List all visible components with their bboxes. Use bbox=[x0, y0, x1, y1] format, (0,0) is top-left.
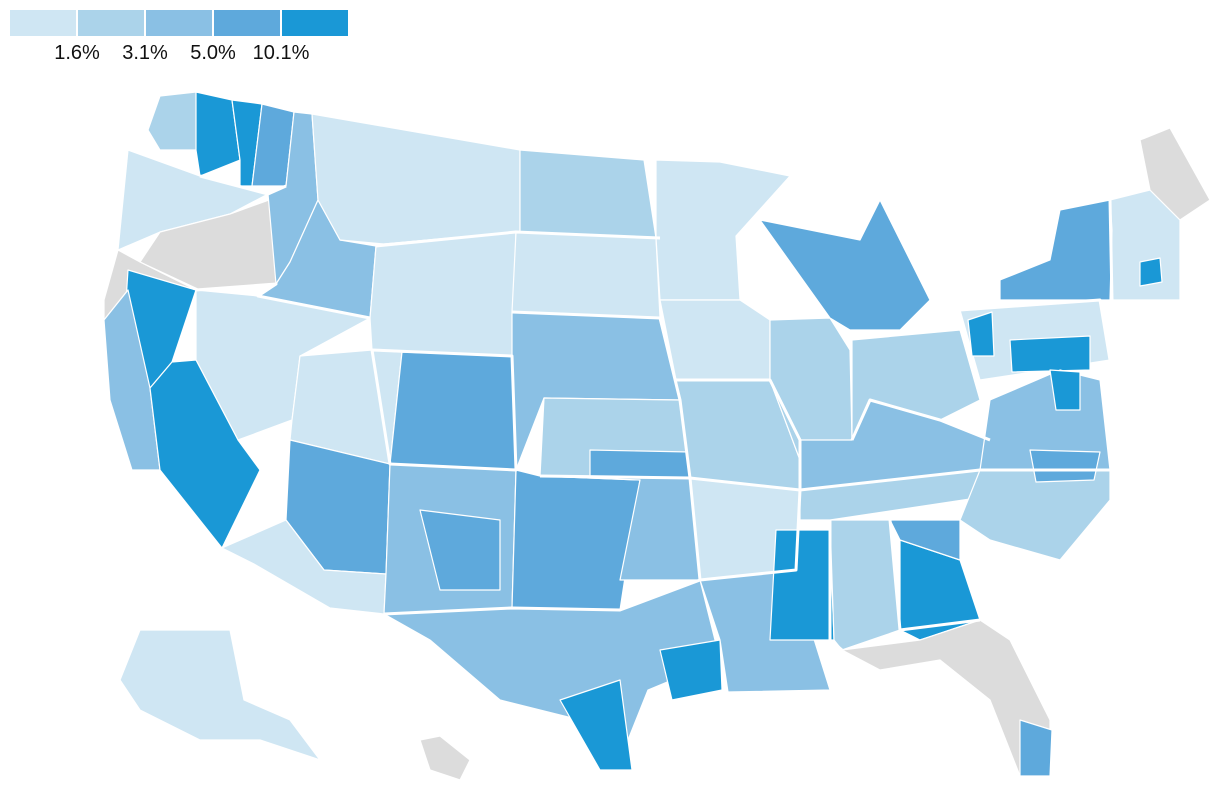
region-mississippi-delta bbox=[769, 529, 835, 641]
region-florida-miami bbox=[1019, 719, 1053, 777]
legend-label-2: 3.1% bbox=[122, 42, 168, 64]
region-florida bbox=[841, 619, 1051, 777]
legend-label-4: 10.1% bbox=[252, 42, 310, 64]
region-texas-valley bbox=[559, 679, 633, 771]
region-new-mexico-central bbox=[419, 509, 501, 591]
region-oklahoma-west bbox=[511, 469, 641, 611]
legend-swatch-1 bbox=[10, 10, 76, 36]
legend: 1.6% 3.1% 5.0% 10.1% bbox=[10, 10, 350, 70]
region-washington-olympia bbox=[195, 91, 241, 177]
region-north-carolina-west bbox=[1029, 449, 1101, 483]
region-montana bbox=[311, 113, 521, 245]
region-california-south bbox=[149, 359, 261, 549]
region-georgia-north bbox=[889, 519, 961, 561]
legend-swatch-2 bbox=[78, 10, 144, 36]
region-washington-west bbox=[147, 91, 201, 151]
legend-swatch-5 bbox=[282, 10, 348, 36]
region-pennsylvania-southeast bbox=[1009, 335, 1091, 373]
region-hawaii bbox=[419, 735, 471, 781]
region-iowa bbox=[659, 299, 771, 381]
region-maine bbox=[1139, 127, 1211, 221]
region-kansas-south bbox=[589, 449, 691, 479]
legend-label-1: 1.6% bbox=[54, 42, 100, 64]
region-massachusetts-east bbox=[1139, 257, 1163, 287]
region-north-carolina bbox=[959, 469, 1111, 561]
region-minnesota bbox=[655, 159, 791, 301]
region-alaska bbox=[119, 629, 321, 761]
region-new-york-west bbox=[967, 311, 995, 357]
legend-swatch-3 bbox=[146, 10, 212, 36]
region-new-york-upstate bbox=[999, 199, 1113, 301]
legend-swatch-4 bbox=[214, 10, 280, 36]
region-alabama bbox=[829, 519, 901, 651]
region-michigan bbox=[759, 199, 931, 331]
region-colorado-west bbox=[389, 351, 517, 471]
legend-labels: 1.6% 3.1% 5.0% 10.1% bbox=[10, 42, 350, 70]
state-boundaries bbox=[195, 174, 1114, 652]
region-south-dakota bbox=[511, 231, 661, 319]
region-north-dakota bbox=[519, 149, 657, 239]
region-texas-houston bbox=[659, 639, 723, 701]
region-wyoming bbox=[369, 231, 517, 357]
legend-color-bar bbox=[10, 10, 350, 36]
region-maryland-east bbox=[1049, 369, 1081, 411]
legend-label-3: 5.0% bbox=[190, 42, 236, 64]
